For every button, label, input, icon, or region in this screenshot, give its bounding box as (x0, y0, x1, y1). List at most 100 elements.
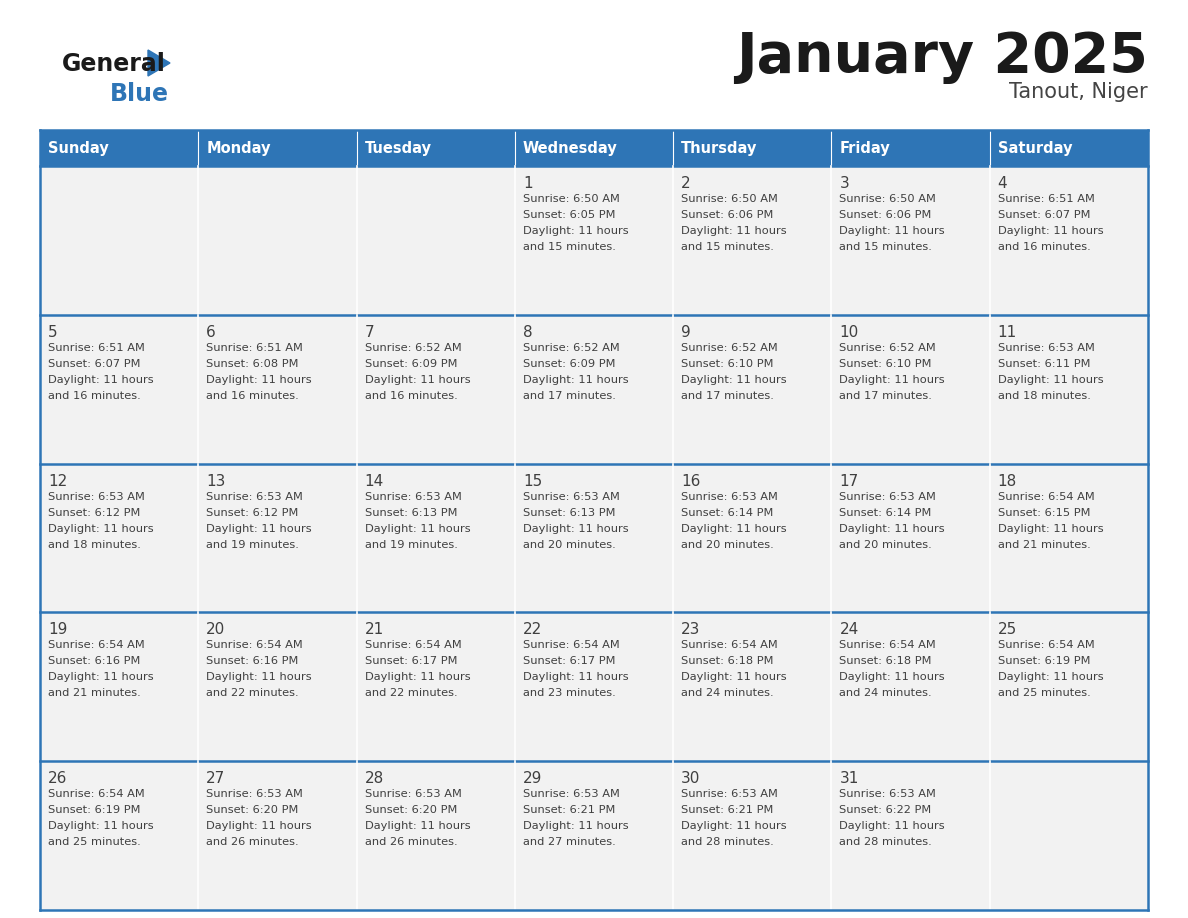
Text: Sunrise: 6:52 AM: Sunrise: 6:52 AM (840, 342, 936, 353)
Text: Sunrise: 6:53 AM: Sunrise: 6:53 AM (365, 492, 461, 501)
Text: Daylight: 11 hours: Daylight: 11 hours (48, 672, 153, 682)
Text: and 25 minutes.: and 25 minutes. (998, 688, 1091, 699)
Text: 8: 8 (523, 325, 532, 340)
Bar (198, 761, 356, 910)
Bar (356, 761, 514, 910)
Text: Sunset: 6:19 PM: Sunset: 6:19 PM (48, 805, 140, 815)
Bar (40, 761, 198, 910)
Text: Daylight: 11 hours: Daylight: 11 hours (365, 672, 470, 682)
Text: Daylight: 11 hours: Daylight: 11 hours (681, 523, 786, 533)
Text: Sunset: 6:20 PM: Sunset: 6:20 PM (207, 805, 298, 815)
Polygon shape (148, 50, 170, 76)
Text: Sunset: 6:07 PM: Sunset: 6:07 PM (48, 359, 140, 369)
Text: 13: 13 (207, 474, 226, 488)
Text: 1: 1 (523, 176, 532, 191)
Text: and 18 minutes.: and 18 minutes. (48, 540, 141, 550)
Bar (514, 130, 674, 166)
Text: and 26 minutes.: and 26 minutes. (207, 837, 299, 847)
Bar (674, 464, 832, 612)
Bar (990, 166, 1148, 315)
Bar (40, 315, 198, 464)
Text: Saturday: Saturday (998, 140, 1073, 155)
Text: Sunset: 6:14 PM: Sunset: 6:14 PM (840, 508, 931, 518)
Text: 29: 29 (523, 771, 542, 786)
Text: Daylight: 11 hours: Daylight: 11 hours (998, 523, 1104, 533)
Text: 7: 7 (365, 325, 374, 340)
Text: and 20 minutes.: and 20 minutes. (840, 540, 933, 550)
Text: January 2025: January 2025 (737, 30, 1148, 84)
Text: Daylight: 11 hours: Daylight: 11 hours (207, 523, 312, 533)
Bar (832, 315, 990, 464)
Text: and 19 minutes.: and 19 minutes. (207, 540, 299, 550)
Text: Sunset: 6:16 PM: Sunset: 6:16 PM (207, 656, 298, 666)
Text: Sunrise: 6:52 AM: Sunrise: 6:52 AM (681, 342, 778, 353)
Text: and 16 minutes.: and 16 minutes. (207, 391, 299, 401)
Text: 30: 30 (681, 771, 701, 786)
Text: 16: 16 (681, 474, 701, 488)
Text: Daylight: 11 hours: Daylight: 11 hours (681, 822, 786, 831)
Text: Sunrise: 6:53 AM: Sunrise: 6:53 AM (365, 789, 461, 800)
Text: Sunrise: 6:51 AM: Sunrise: 6:51 AM (207, 342, 303, 353)
Text: Daylight: 11 hours: Daylight: 11 hours (48, 523, 153, 533)
Text: Daylight: 11 hours: Daylight: 11 hours (523, 523, 628, 533)
Bar (40, 130, 198, 166)
Text: Sunset: 6:18 PM: Sunset: 6:18 PM (840, 656, 931, 666)
Text: Sunrise: 6:53 AM: Sunrise: 6:53 AM (523, 492, 620, 501)
Bar (514, 464, 674, 612)
Text: Sunrise: 6:51 AM: Sunrise: 6:51 AM (998, 194, 1094, 204)
Bar (674, 166, 832, 315)
Bar (198, 130, 356, 166)
Text: and 21 minutes.: and 21 minutes. (998, 540, 1091, 550)
Bar (40, 612, 198, 761)
Text: Sunrise: 6:53 AM: Sunrise: 6:53 AM (207, 789, 303, 800)
Text: Sunrise: 6:54 AM: Sunrise: 6:54 AM (840, 641, 936, 650)
Text: Sunrise: 6:54 AM: Sunrise: 6:54 AM (48, 789, 145, 800)
Text: Daylight: 11 hours: Daylight: 11 hours (998, 375, 1104, 385)
Text: Sunrise: 6:53 AM: Sunrise: 6:53 AM (998, 342, 1094, 353)
Text: 21: 21 (365, 622, 384, 637)
Text: Sunset: 6:05 PM: Sunset: 6:05 PM (523, 210, 615, 220)
Text: and 16 minutes.: and 16 minutes. (365, 391, 457, 401)
Text: Sunrise: 6:52 AM: Sunrise: 6:52 AM (523, 342, 620, 353)
Text: Thursday: Thursday (681, 140, 758, 155)
Text: Sunset: 6:13 PM: Sunset: 6:13 PM (365, 508, 457, 518)
Text: 18: 18 (998, 474, 1017, 488)
Text: Daylight: 11 hours: Daylight: 11 hours (998, 672, 1104, 682)
Bar (990, 612, 1148, 761)
Text: Sunset: 6:16 PM: Sunset: 6:16 PM (48, 656, 140, 666)
Bar (832, 464, 990, 612)
Text: 10: 10 (840, 325, 859, 340)
Text: Sunset: 6:13 PM: Sunset: 6:13 PM (523, 508, 615, 518)
Bar (514, 315, 674, 464)
Text: Tuesday: Tuesday (365, 140, 431, 155)
Text: Sunrise: 6:54 AM: Sunrise: 6:54 AM (365, 641, 461, 650)
Text: Sunset: 6:17 PM: Sunset: 6:17 PM (523, 656, 615, 666)
Text: Sunset: 6:07 PM: Sunset: 6:07 PM (998, 210, 1091, 220)
Text: 9: 9 (681, 325, 691, 340)
Text: Sunset: 6:10 PM: Sunset: 6:10 PM (840, 359, 931, 369)
Text: Daylight: 11 hours: Daylight: 11 hours (998, 226, 1104, 236)
Text: Sunset: 6:09 PM: Sunset: 6:09 PM (365, 359, 457, 369)
Bar (198, 612, 356, 761)
Text: Sunrise: 6:53 AM: Sunrise: 6:53 AM (523, 789, 620, 800)
Bar (514, 761, 674, 910)
Bar (674, 315, 832, 464)
Bar (356, 315, 514, 464)
Text: 28: 28 (365, 771, 384, 786)
Text: Sunset: 6:21 PM: Sunset: 6:21 PM (681, 805, 773, 815)
Text: 25: 25 (998, 622, 1017, 637)
Text: Sunrise: 6:53 AM: Sunrise: 6:53 AM (207, 492, 303, 501)
Text: Tanout, Niger: Tanout, Niger (1010, 82, 1148, 102)
Text: Daylight: 11 hours: Daylight: 11 hours (523, 375, 628, 385)
Text: and 28 minutes.: and 28 minutes. (840, 837, 933, 847)
Text: and 26 minutes.: and 26 minutes. (365, 837, 457, 847)
Text: Monday: Monday (207, 140, 271, 155)
Text: Sunset: 6:08 PM: Sunset: 6:08 PM (207, 359, 299, 369)
Text: Sunset: 6:06 PM: Sunset: 6:06 PM (840, 210, 931, 220)
Text: Sunrise: 6:54 AM: Sunrise: 6:54 AM (681, 641, 778, 650)
Bar (990, 761, 1148, 910)
Text: Sunrise: 6:53 AM: Sunrise: 6:53 AM (681, 492, 778, 501)
Bar (674, 130, 832, 166)
Text: Sunset: 6:22 PM: Sunset: 6:22 PM (840, 805, 931, 815)
Bar (198, 315, 356, 464)
